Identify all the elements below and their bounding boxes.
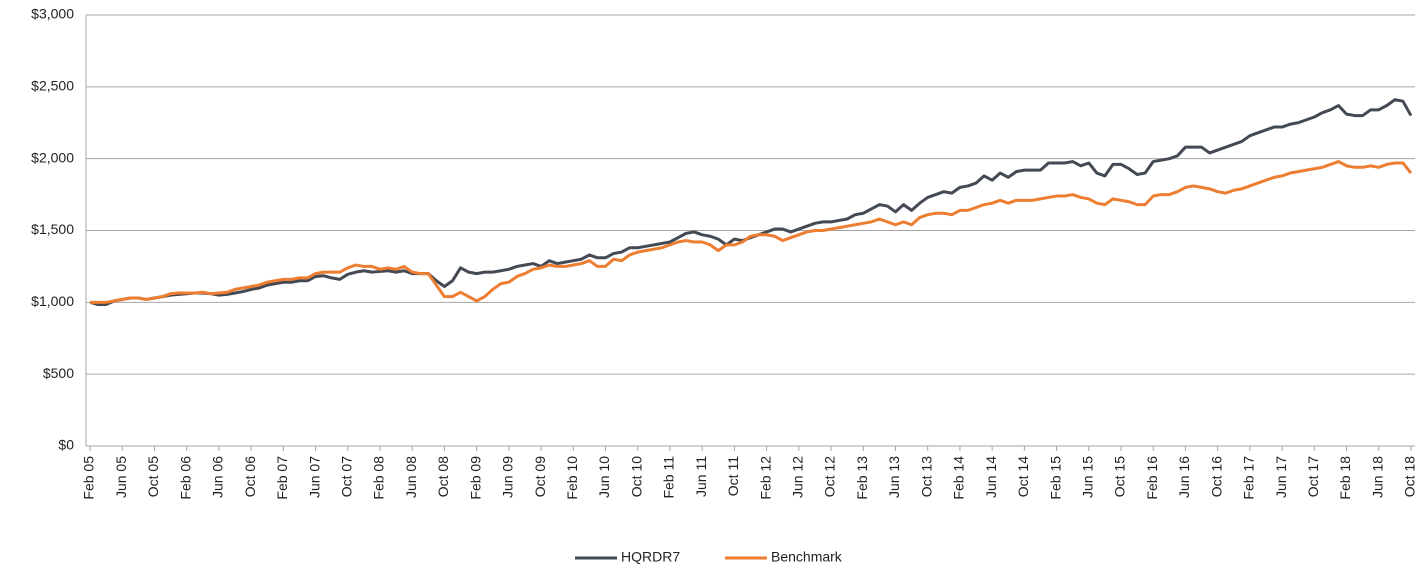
y-tick-label: $3,000 bbox=[31, 6, 74, 22]
y-tick-label: $0 bbox=[58, 437, 74, 453]
x-tick-label: Jun 17 bbox=[1273, 456, 1289, 498]
legend-label: HQRDR7 bbox=[621, 549, 680, 565]
x-tick-label: Jun 15 bbox=[1079, 456, 1095, 498]
y-tick-label: $500 bbox=[43, 365, 74, 381]
x-tick-label: Jun 12 bbox=[790, 456, 806, 498]
x-tick-label: Jun 14 bbox=[983, 456, 999, 498]
x-tick-label: Oct 13 bbox=[918, 456, 934, 497]
x-tick-label: Jun 18 bbox=[1369, 456, 1385, 498]
x-tick-label: Jun 11 bbox=[693, 456, 709, 497]
x-tick-label: Feb 08 bbox=[371, 456, 387, 500]
x-tick-label: Feb 18 bbox=[1337, 456, 1353, 500]
y-tick-label: $1,500 bbox=[31, 221, 74, 237]
x-tick-label: Oct 14 bbox=[1015, 456, 1031, 497]
x-tick-label: Oct 11 bbox=[725, 456, 741, 496]
x-tick-label: Feb 12 bbox=[757, 456, 773, 500]
x-tick-label: Jun 07 bbox=[306, 456, 322, 498]
x-tick-label: Feb 06 bbox=[177, 456, 193, 500]
x-tick-label: Oct 09 bbox=[532, 456, 548, 497]
x-tick-label: Oct 17 bbox=[1305, 456, 1321, 497]
y-tick-label: $2,500 bbox=[31, 78, 74, 94]
x-tick-label: Oct 08 bbox=[435, 456, 451, 497]
x-tick-label: Oct 12 bbox=[822, 456, 838, 497]
x-tick-label: Oct 18 bbox=[1402, 456, 1418, 497]
series-line bbox=[90, 160, 1413, 304]
x-tick-label: Feb 15 bbox=[1047, 456, 1063, 500]
x-tick-label: Feb 16 bbox=[1144, 456, 1160, 500]
x-tick-label: Feb 14 bbox=[951, 456, 967, 500]
series-line bbox=[89, 98, 1413, 306]
x-tick-label: Jun 10 bbox=[596, 456, 612, 498]
x-tick-label: Oct 10 bbox=[628, 456, 644, 497]
legend-label: Benchmark bbox=[771, 549, 843, 565]
x-tick-label: Oct 07 bbox=[338, 456, 354, 497]
x-tick-label: Feb 17 bbox=[1241, 456, 1257, 500]
y-tick-label: $2,000 bbox=[31, 149, 74, 165]
x-tick-label: Jun 06 bbox=[210, 456, 226, 498]
x-tick-label: Oct 05 bbox=[145, 456, 161, 497]
x-tick-label: Feb 10 bbox=[564, 456, 580, 500]
x-tick-label: Jun 16 bbox=[1176, 456, 1192, 498]
x-tick-label: Feb 13 bbox=[854, 456, 870, 500]
x-tick-label: Jun 09 bbox=[500, 456, 516, 498]
x-tick-label: Jun 13 bbox=[886, 456, 902, 498]
x-tick-label: Feb 09 bbox=[467, 456, 483, 500]
x-tick-label: Feb 07 bbox=[274, 456, 290, 500]
x-tick-label: Feb 11 bbox=[661, 456, 677, 499]
x-tick-label: Oct 16 bbox=[1208, 456, 1224, 497]
x-tick-label: Feb 05 bbox=[81, 456, 97, 500]
x-tick-label: Jun 08 bbox=[403, 456, 419, 498]
y-tick-label: $1,000 bbox=[31, 293, 74, 309]
x-tick-label: Jun 05 bbox=[113, 456, 129, 498]
x-tick-label: Oct 06 bbox=[242, 456, 258, 497]
x-tick-label: Oct 15 bbox=[1112, 456, 1128, 497]
